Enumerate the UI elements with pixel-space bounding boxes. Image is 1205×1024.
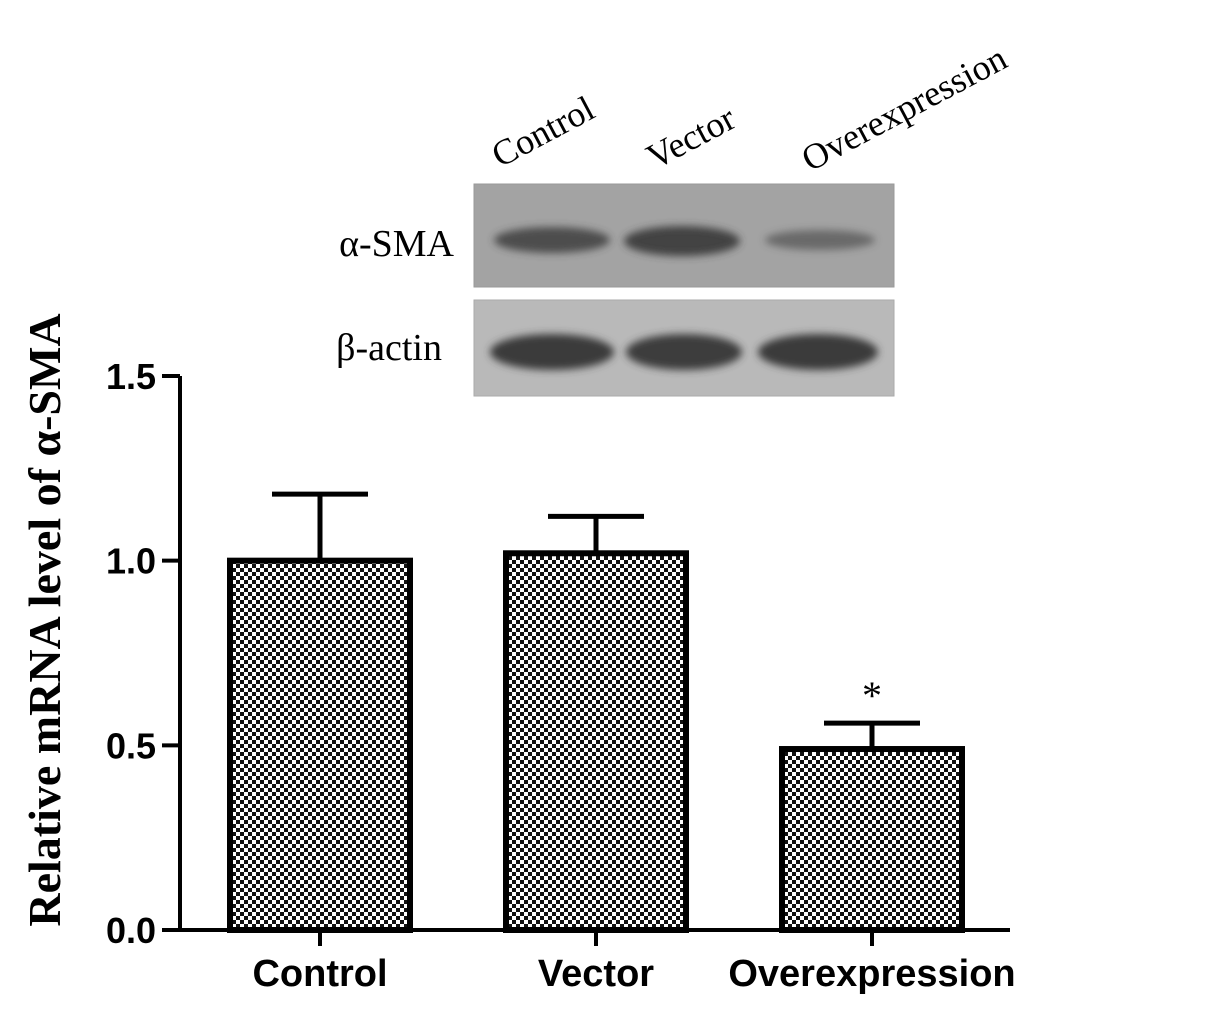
blot-band [490,334,614,370]
blot-lane-label-overexpression: Overexpression [795,38,1013,179]
x-tick-label-overexpression: Overexpression [728,953,1015,995]
x-tick-label-vector: Vector [538,953,654,995]
bars: * [227,491,965,934]
blot-row-label-beta-actin: β-actin [336,327,442,369]
western-blot-inset: Control Vector Overexpression α-SMA β-ac… [336,38,1013,397]
y-ticks: 0.0 0.5 1.0 1.5 [106,356,180,951]
blot-band [758,334,878,370]
blot-band [494,227,610,253]
bar-control [227,557,413,934]
blot-lane-label-vector: Vector [640,98,742,177]
bar-vector [503,550,689,934]
bar-overexpression [779,746,965,933]
blot-band [626,334,742,370]
blot-bands-bottom [490,334,878,370]
y-axis-label: Relative mRNA level of α-SMA [19,313,70,926]
blot-bands-top [494,226,875,256]
y-tick-label: 0.0 [106,910,156,951]
significance-marker: * [862,673,882,718]
y-tick-label: 1.5 [106,356,156,397]
blot-band [765,230,875,250]
y-tick-label: 0.5 [106,725,156,766]
blot-lane-label-control: Control [485,88,601,175]
x-ticks: Control Vector Overexpression [252,930,1016,995]
y-tick-label: 1.0 [106,541,156,582]
bar-chart: Relative mRNA level of α-SMA 0.0 0.5 1.0 1.… [19,313,1016,995]
x-tick-label-control: Control [252,953,387,995]
blot-band [624,226,740,256]
blot-row-label-alpha-sma: α-SMA [339,223,454,265]
